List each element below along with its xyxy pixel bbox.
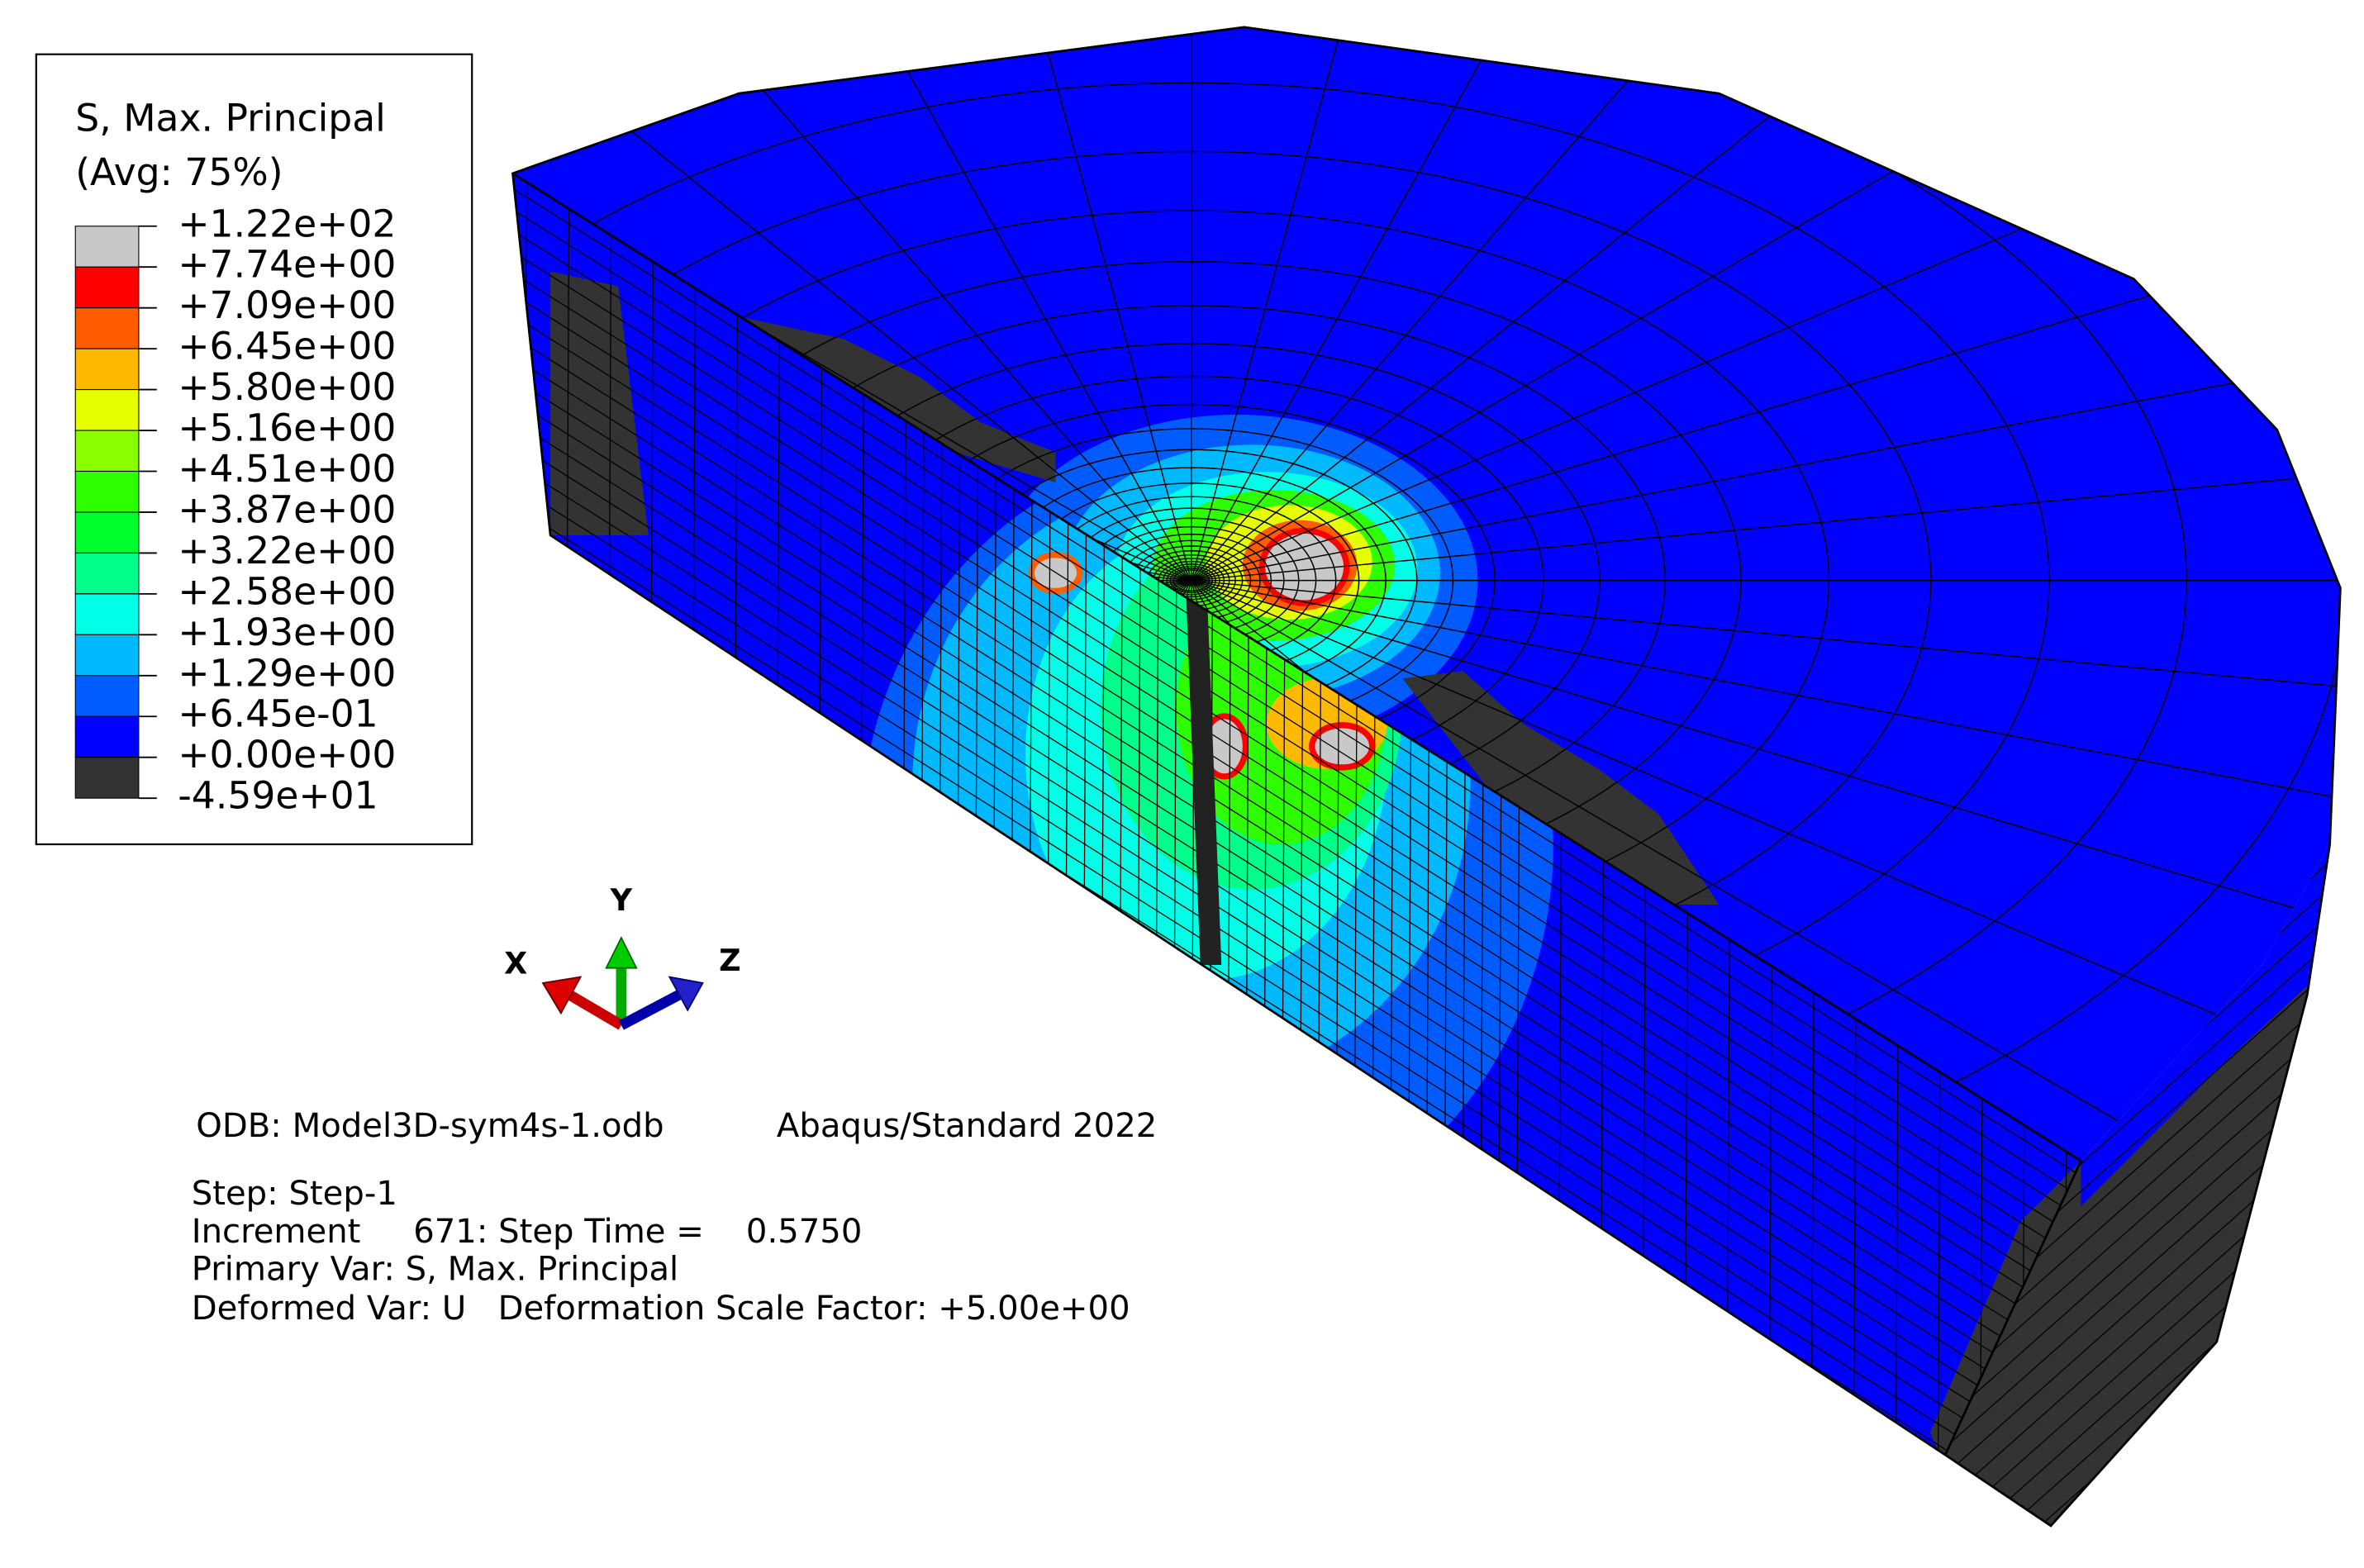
mesh-line — [1191, 254, 2341, 582]
mesh-line — [512, 188, 2081, 1177]
legend-swatch — [74, 593, 140, 635]
legend-label: +1.93e+00 — [178, 611, 396, 654]
legend-swatch — [74, 348, 140, 391]
side-top-band — [2081, 844, 2330, 1207]
legend-swatch — [74, 675, 140, 717]
mesh-line — [1191, 26, 2341, 582]
legend-swatch — [74, 430, 140, 473]
increment: Increment 671: Step Time = 0.5750 — [192, 1213, 863, 1251]
mesh-line — [512, 462, 2081, 1452]
mesh-line — [512, 335, 2081, 1324]
legend-swatch — [74, 307, 140, 349]
legend-swatch — [74, 715, 140, 758]
legend-swatch — [74, 757, 140, 799]
legend-swatch — [74, 634, 140, 677]
mesh-line — [1191, 579, 2341, 1061]
dark-region — [1402, 671, 1719, 905]
legend-swatch — [74, 552, 140, 595]
legend-label: +7.74e+00 — [178, 243, 396, 287]
mesh-line — [1191, 579, 2341, 908]
mesh-line — [1172, 569, 1211, 592]
contour — [1309, 722, 1376, 771]
legend-label: +2.58e+00 — [178, 569, 396, 613]
legend-label: -4.59e+01 — [178, 774, 378, 818]
odb-name: ODB: Model3D-sym4s-1.odb — [196, 1107, 664, 1145]
mesh-line — [512, 209, 2081, 1198]
mesh-line — [1191, 415, 2341, 582]
mesh-line — [512, 356, 2081, 1346]
legend-label: +3.87e+00 — [178, 487, 396, 531]
primary-var: Primary Var: S, Max. Principal — [192, 1250, 678, 1288]
legend-label: +3.22e+00 — [178, 529, 396, 573]
mesh-line — [1162, 563, 1220, 598]
mesh-line — [1191, 100, 2341, 582]
mesh-line — [512, 378, 2081, 1366]
mesh-line — [1191, 579, 2341, 747]
legend-label: +6.45e-01 — [178, 692, 378, 736]
mesh-line — [1191, 579, 2341, 1162]
mesh-line — [512, 441, 2081, 1430]
triad-x-head — [541, 976, 583, 1015]
step: Step: Step-1 — [192, 1175, 397, 1213]
legend-title: S, Max. Principal — [75, 97, 386, 140]
mesh-line — [512, 272, 2081, 1262]
mesh-line — [512, 314, 2081, 1304]
legend-label: +1.22e+02 — [178, 202, 396, 245]
mesh-line — [1169, 568, 1213, 594]
legend-subtitle: (Avg: 75%) — [75, 150, 283, 194]
edge — [1944, 1160, 2082, 1456]
legend-swatch — [74, 266, 140, 309]
dark-region — [739, 316, 1056, 482]
mesh-line — [512, 293, 2081, 1282]
legend-label: +6.45e+00 — [178, 325, 396, 368]
edge — [511, 172, 2082, 1162]
mesh-line — [512, 420, 2081, 1409]
legend-label: +5.80e+00 — [178, 365, 396, 409]
triad-z-axis — [618, 990, 682, 1030]
mesh-line — [512, 504, 2081, 1456]
mesh-line — [1191, 26, 2341, 582]
triad-z-head — [668, 976, 704, 1012]
legend-label: +5.16e+00 — [178, 406, 396, 450]
triad-x-label: X — [504, 946, 527, 981]
legend-label: +1.29e+00 — [178, 651, 396, 695]
triad-z-label: Z — [719, 943, 740, 978]
view-triad: Y X Z — [504, 882, 741, 1030]
legend-label: +4.51e+00 — [178, 447, 396, 491]
outline — [511, 26, 2342, 1528]
triad-y-head — [605, 936, 638, 969]
mesh-line — [1166, 565, 1216, 596]
mesh-line — [512, 483, 2081, 1456]
legend-label: +0.00e+00 — [178, 733, 396, 777]
triad-y-label: Y — [610, 882, 633, 918]
mesh-line — [512, 399, 2081, 1388]
pile — [1185, 573, 1222, 965]
legend-colorbar: +1.22e+02+7.74e+00+7.09e+00+6.45e+00+5.8… — [74, 202, 396, 818]
mesh-line — [512, 230, 2081, 1219]
deformed-var: Deformed Var: U Deformation Scale Factor… — [192, 1290, 1130, 1328]
triad-x-axis — [567, 990, 625, 1030]
mesh-line — [512, 251, 2081, 1240]
legend-swatch — [74, 470, 140, 513]
mesh-line — [1191, 579, 2341, 1162]
legend-swatch — [74, 389, 140, 431]
legend-label: +7.09e+00 — [178, 283, 396, 327]
legend-swatch — [74, 511, 140, 554]
legend-swatch — [74, 226, 140, 268]
solver: Abaqus/Standard 2022 — [777, 1107, 1157, 1145]
